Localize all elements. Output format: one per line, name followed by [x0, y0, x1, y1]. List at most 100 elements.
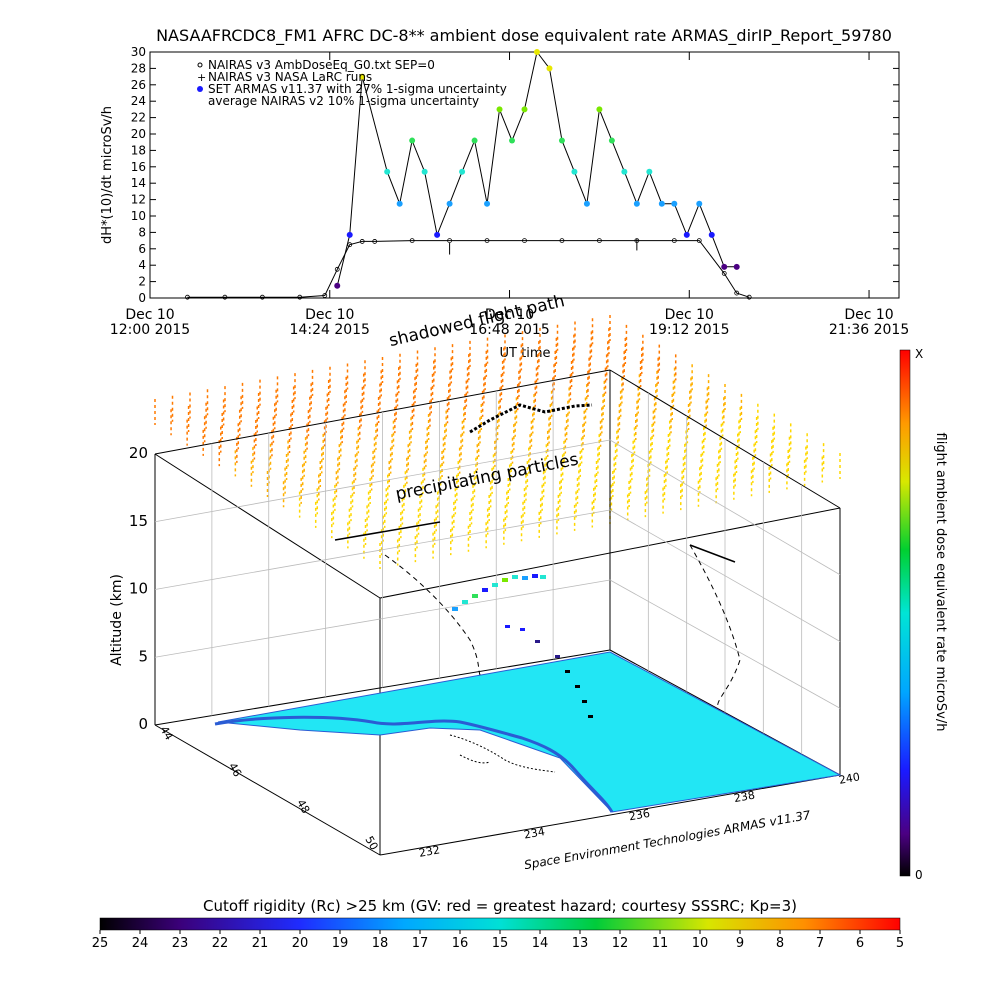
nairas-point: [484, 238, 490, 244]
nairas-point: [322, 293, 328, 298]
nairas-point: [597, 238, 602, 244]
rigidity-tick-label: 18: [372, 936, 389, 951]
legend-entry: NAIRAS v3 NASA LaRC runs: [208, 70, 372, 84]
descent-dose-point: [535, 640, 540, 643]
y-tick-label: 20: [131, 127, 146, 141]
x-tick-label-date: Dec 10: [844, 307, 893, 323]
armas-point: [359, 73, 366, 80]
rigidity-tick-label: 6: [856, 936, 864, 951]
longitude-axis: 232 234 236 238 240: [418, 770, 861, 859]
armas-point: [546, 65, 553, 72]
legend-marker-dot: [197, 86, 203, 92]
y-axis-label: dH*(10)/dt microSv/h: [100, 106, 115, 244]
descent-dose-point: [555, 655, 560, 658]
x-tick-label-date: Dec 10: [305, 307, 354, 323]
nairas-point: [185, 294, 190, 300]
rigidity-tick-label: 10: [692, 936, 709, 951]
right-projection-track: [689, 544, 736, 563]
armas-point: [708, 231, 715, 238]
armas-point: [521, 106, 528, 113]
precipitating-particles-label: precipitating particles: [394, 450, 580, 505]
rigidity-tick-label: 8: [776, 936, 784, 951]
cruise-dose-point: [462, 600, 468, 604]
cruise-dose-point: [492, 583, 498, 587]
nairas-point: [409, 238, 415, 244]
nairas-point: [297, 294, 303, 300]
latitude-tick-label: 44: [157, 724, 175, 743]
altitude-tick-label: 15: [129, 512, 148, 530]
x-tick-label-time: 21:36 2015: [829, 322, 909, 338]
y-tick-label: 14: [131, 176, 146, 190]
rigidity-tick-label: 9: [736, 936, 744, 951]
coastline: [214, 715, 614, 813]
rigidity-tick-label: 23: [172, 936, 189, 951]
colorbar-bottom-label: 0: [915, 868, 923, 882]
nairas-point: [671, 238, 677, 244]
cruise-dose-point: [522, 576, 528, 580]
longitude-tick-label: 240: [838, 770, 861, 786]
y-tick-label: 30: [131, 45, 146, 59]
rigidity-ticks: 25 24 23 22 21 20 19 18 17 16 15 14 13 12 11 10 9 8 7 6 5: [92, 930, 904, 951]
nairas-point: [334, 266, 340, 272]
armas-point: [484, 200, 491, 207]
nairas-point: [721, 270, 727, 276]
rigidity-tick-label: 15: [492, 936, 509, 951]
longitude-tick-label: 232: [418, 843, 441, 859]
nairas-point: [696, 238, 702, 244]
armas-point: [721, 263, 728, 270]
cruise-dose-point: [532, 574, 538, 578]
cutoff-rigidity-colorbar: Cutoff rigidity (Rc) >25 km (GV: red = g…: [92, 897, 904, 951]
nairas-point: [222, 294, 228, 300]
latitude-axis: 44 46 48 50: [157, 724, 380, 853]
cruise-dose-point: [502, 578, 508, 582]
armas-point: [459, 168, 466, 175]
y-tick-label: 6: [138, 242, 146, 256]
y-tick-label: 4: [138, 258, 146, 272]
y-tick-label: 0: [138, 291, 146, 305]
nairas-point: [559, 238, 565, 244]
rigidity-tick-label: 14: [532, 936, 549, 951]
x-tick-label-date: Dec 10: [485, 307, 534, 323]
rigidity-tick-label: 22: [212, 936, 229, 951]
armas-point: [421, 168, 428, 175]
cruise-dose-point: [472, 594, 478, 598]
armas-point: [409, 137, 416, 144]
armas-point: [633, 200, 640, 207]
y-tick-label: 28: [131, 61, 146, 75]
armas-point: [696, 200, 703, 207]
plot-frame: [149, 51, 900, 299]
flight-track: [334, 403, 741, 718]
descent-dose-point: [588, 715, 593, 718]
x-tick-label-time: 16:48 2015: [469, 322, 549, 338]
rigidity-gradient: [99, 917, 901, 931]
x-tick-label-date: Dec 10: [665, 307, 714, 323]
y-tick-label: 16: [131, 160, 146, 174]
longitude-tick-label: 236: [628, 807, 651, 823]
armas-point: [334, 282, 341, 289]
descent-dose-point: [520, 628, 525, 631]
armas-point: [671, 200, 678, 207]
rigidity-tick-label: 16: [452, 936, 469, 951]
armas-point: [384, 168, 391, 175]
rigidity-tick-label: 20: [292, 936, 309, 951]
cruise-dose-point: [512, 575, 518, 579]
land-detail: [449, 734, 556, 773]
altitude-tick-label: 0: [138, 715, 148, 733]
credit-label: Space Environment Technologies ARMAS v11…: [523, 808, 812, 872]
precipitating-particle-field: [154, 315, 841, 569]
altitude-tick-label: 10: [129, 580, 148, 598]
cruise-dose-point: [482, 588, 488, 592]
armas-point: [646, 168, 653, 175]
ocean-surface: [217, 651, 842, 813]
armas-point: [571, 168, 578, 175]
right-altitude-profile: [689, 544, 741, 709]
armas-point: [658, 200, 665, 207]
rigidity-tick-label: 17: [412, 936, 429, 951]
rigidity-tick-label: 7: [816, 936, 824, 951]
rigidity-tick-label: 21: [252, 936, 269, 951]
rigidity-tick-label: 12: [612, 936, 629, 951]
longitude-tick-label: 238: [733, 789, 756, 805]
latitude-tick-label: 46: [226, 761, 244, 780]
